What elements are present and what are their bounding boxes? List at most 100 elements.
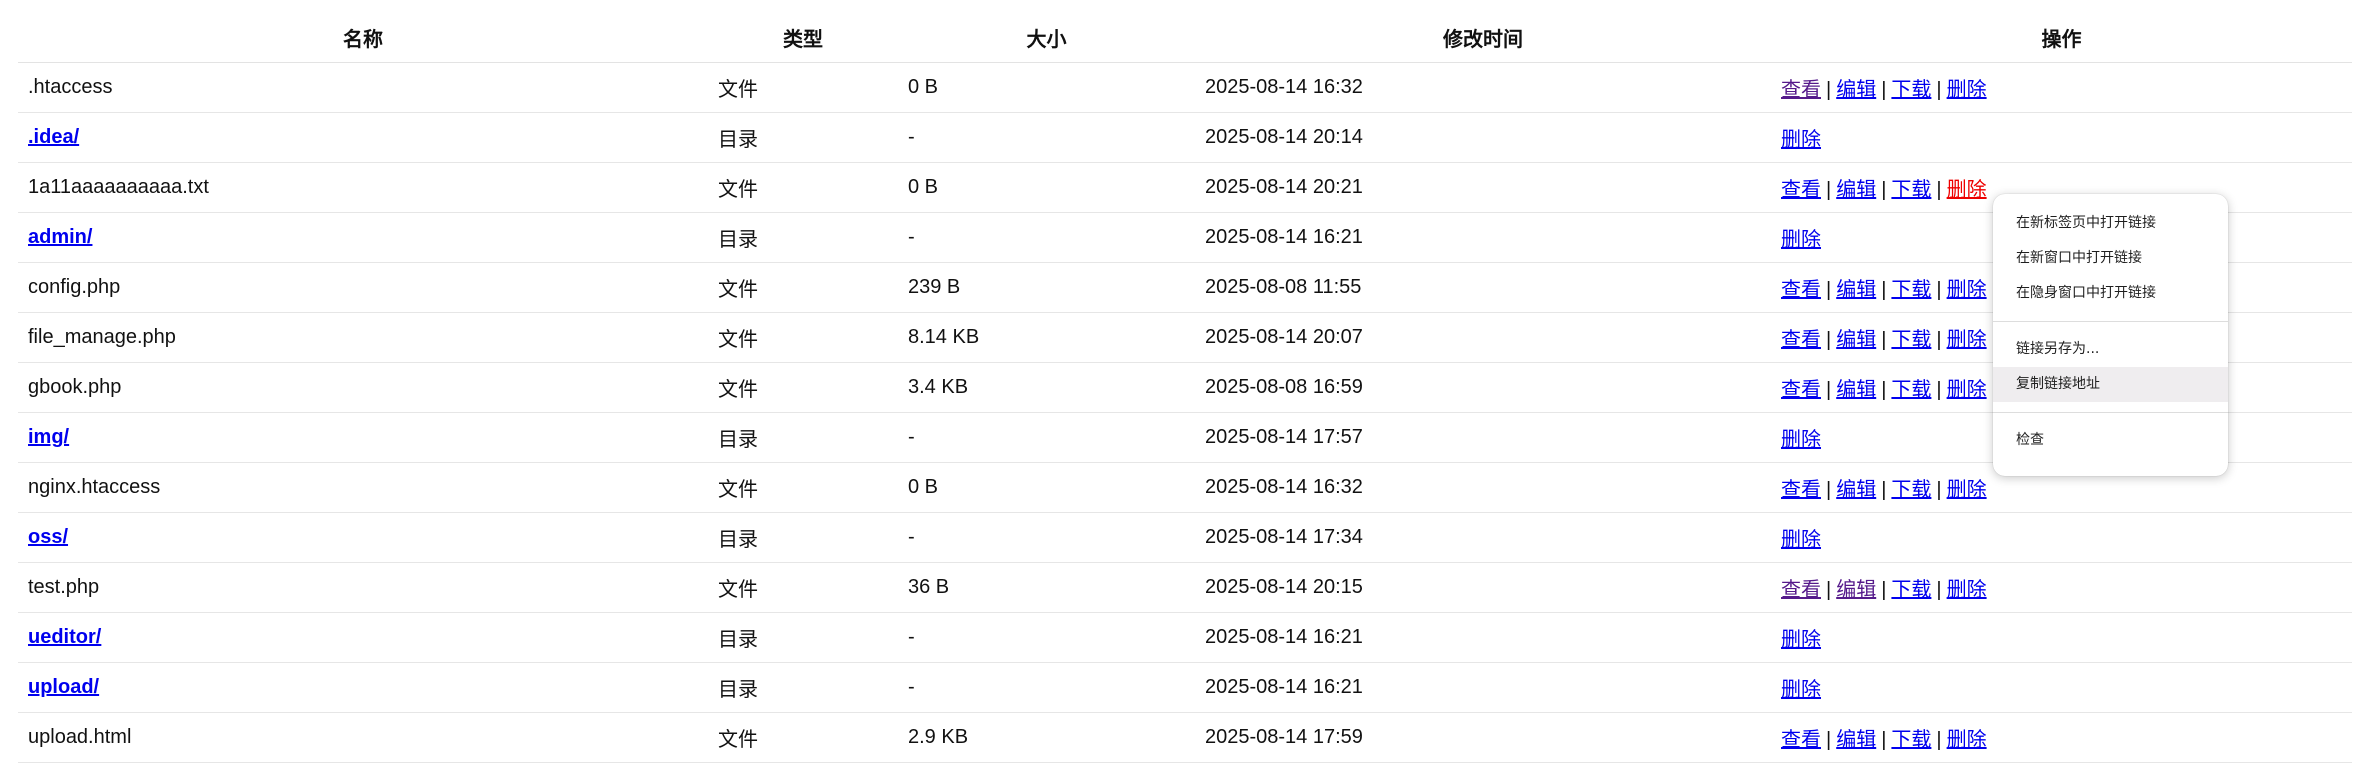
download-link[interactable]: 下载 (1891, 729, 1932, 751)
file-name: 1a11aaaaaaaaaa.txt (28, 176, 209, 198)
open-in-new-tab-item[interactable]: 在新标签页中打开链接 (2016, 215, 2156, 231)
edit-link[interactable]: 编辑 (1836, 279, 1877, 301)
delete-link[interactable]: 删除 (1781, 229, 1821, 251)
cell-size: 0 B (898, 62, 1195, 113)
action-separator: | (1936, 279, 1942, 301)
directory-link[interactable]: admin/ (28, 226, 93, 248)
cell-size: - (898, 212, 1195, 263)
cell-size: - (898, 112, 1195, 163)
action-separator: | (1936, 79, 1942, 101)
table-row: 1a11aaaaaaaaaa.txt 文件 0 B 2025-08-14 20:21 查… (18, 162, 2352, 213)
table-row: .htaccess 文件 0 B 2025-08-14 16:32 查看 | 编辑 | 下载 | 删… (18, 62, 2352, 113)
view-link[interactable]: 查看 (1781, 329, 1821, 351)
delete-link[interactable]: 删除 (1781, 629, 1821, 651)
cell-size: 3.4 KB (898, 362, 1195, 413)
directory-link[interactable]: upload/ (28, 676, 100, 698)
cell-mtime: 2025-08-14 16:32 (1195, 62, 1771, 113)
delete-link[interactable]: 删除 (1781, 429, 1821, 451)
action-separator: | (1826, 79, 1832, 101)
cell-name: upload.html (18, 712, 708, 763)
download-link[interactable]: 下载 (1891, 379, 1932, 401)
cell-name: upload/ (18, 662, 708, 713)
delete-link[interactable]: 删除 (1781, 679, 1821, 701)
copy-link-address-item[interactable]: 复制链接地址 (1993, 367, 2228, 402)
edit-link[interactable]: 编辑 (1836, 379, 1877, 401)
file-name: file_manage.php (28, 326, 176, 348)
table-row: .idea/目录 -2025-08-14 20:14 删除 (18, 112, 2352, 163)
download-link[interactable]: 下载 (1891, 279, 1932, 301)
inspect-item[interactable]: 检查 (2016, 432, 2044, 448)
cell-name: img/ (18, 412, 708, 463)
view-link[interactable]: 查看 (1781, 579, 1821, 601)
cell-name: file_manage.php (18, 312, 708, 363)
cell-size: 0 B (898, 162, 1195, 213)
view-link[interactable]: 查看 (1781, 179, 1821, 201)
cell-size: - (898, 612, 1195, 663)
download-link[interactable]: 下载 (1891, 479, 1932, 501)
cell-name: test.php (18, 562, 708, 613)
delete-link[interactable]: 删除 (1946, 379, 1987, 401)
delete-link[interactable]: 删除 (1946, 579, 1987, 601)
cell-name: nginx.htaccess (18, 462, 708, 513)
download-link[interactable]: 下载 (1891, 329, 1932, 351)
action-separator: | (1881, 279, 1887, 301)
action-separator: | (1826, 179, 1832, 201)
view-link[interactable]: 查看 (1781, 379, 1821, 401)
header-type: 类型 (708, 12, 898, 63)
directory-link[interactable]: .idea/ (28, 126, 80, 148)
delete-link[interactable]: 删除 (1781, 129, 1821, 151)
action-separator: | (1936, 329, 1942, 351)
delete-link[interactable]: 删除 (1946, 479, 1987, 501)
action-separator: | (1936, 379, 1942, 401)
table-row: oss/目录 -2025-08-14 17:34 删除 (18, 512, 2352, 563)
delete-link[interactable]: 删除 (1946, 329, 1987, 351)
cell-actions: 删除 (1771, 112, 2352, 163)
cell-mtime: 2025-08-14 20:21 (1195, 162, 1771, 213)
edit-link[interactable]: 编辑 (1836, 79, 1877, 101)
directory-link[interactable]: ueditor/ (28, 626, 102, 648)
directory-link[interactable]: oss/ (28, 526, 69, 548)
action-separator: | (1881, 729, 1887, 751)
header-actions: 操作 (1771, 12, 2352, 63)
edit-link[interactable]: 编辑 (1836, 479, 1877, 501)
view-link[interactable]: 查看 (1781, 79, 1821, 101)
save-link-as-item[interactable]: 链接另存为... (2016, 341, 2100, 357)
view-link[interactable]: 查看 (1781, 479, 1821, 501)
table-row: ueditor/目录 -2025-08-14 16:21 删除 (18, 612, 2352, 663)
cell-type: 文件 (708, 62, 898, 113)
cell-type: 文件 (708, 362, 898, 413)
view-link[interactable]: 查看 (1781, 729, 1821, 751)
edit-link[interactable]: 编辑 (1836, 329, 1877, 351)
cell-mtime: 2025-08-14 17:59 (1195, 712, 1771, 763)
cell-mtime: 2025-08-08 11:55 (1195, 262, 1771, 313)
directory-link[interactable]: img/ (28, 426, 70, 448)
delete-link[interactable]: 删除 (1781, 529, 1821, 551)
delete-link[interactable]: 删除 (1946, 279, 1987, 301)
download-link[interactable]: 下载 (1891, 579, 1932, 601)
cell-size: 36 B (898, 562, 1195, 613)
cell-name: gbook.php (18, 362, 708, 413)
menu-divider (1993, 412, 2228, 413)
cell-name: 1a11aaaaaaaaaa.txt (18, 162, 708, 213)
cell-mtime: 2025-08-14 16:21 (1195, 212, 1771, 263)
cell-type: 文件 (708, 462, 898, 513)
cell-type: 文件 (708, 712, 898, 763)
delete-link[interactable]: 删除 (1946, 179, 1987, 201)
cell-name: .htaccess (18, 62, 708, 113)
edit-link[interactable]: 编辑 (1836, 729, 1877, 751)
action-separator: | (1936, 729, 1942, 751)
action-separator: | (1936, 179, 1942, 201)
table-row: upload.html 文件 2.9 KB 2025-08-14 17:59 查看 | 编辑… (18, 712, 2352, 763)
cell-name: oss/ (18, 512, 708, 563)
file-name: test.php (28, 576, 100, 598)
view-link[interactable]: 查看 (1781, 279, 1821, 301)
delete-link[interactable]: 删除 (1946, 729, 1987, 751)
cell-size: - (898, 512, 1195, 563)
delete-link[interactable]: 删除 (1946, 79, 1987, 101)
download-link[interactable]: 下载 (1891, 179, 1932, 201)
edit-link[interactable]: 编辑 (1836, 579, 1877, 601)
download-link[interactable]: 下载 (1891, 79, 1932, 101)
edit-link[interactable]: 编辑 (1836, 179, 1877, 201)
open-in-new-window-item[interactable]: 在新窗口中打开链接 (2016, 250, 2142, 266)
open-in-incognito-item[interactable]: 在隐身窗口中打开链接 (2016, 285, 2156, 301)
